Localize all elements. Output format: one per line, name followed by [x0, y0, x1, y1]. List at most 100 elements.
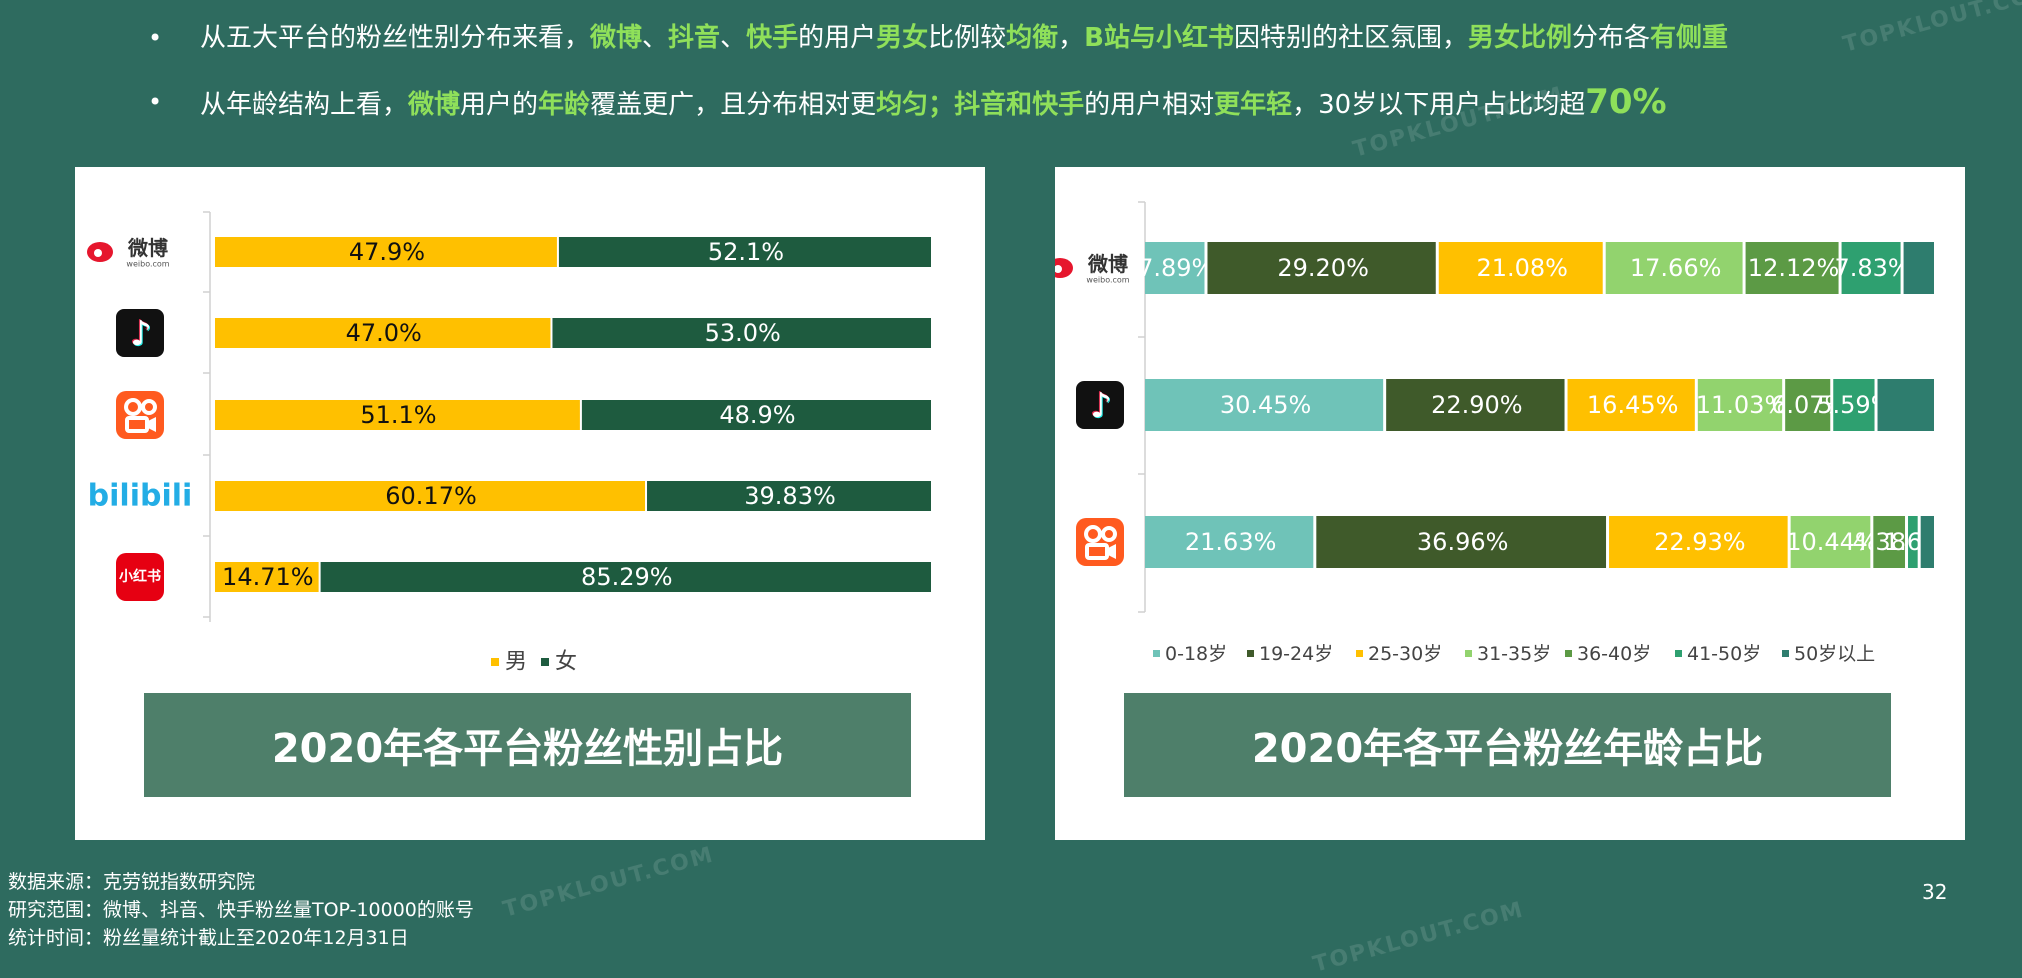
data-label: 53.0% [705, 319, 781, 347]
legend-label: 50岁以上 [1794, 643, 1875, 665]
bullet-text: 的用户相对 [1084, 90, 1215, 120]
douyin-glyph-red: ♪ [1089, 385, 1111, 425]
data-label: 39.83% [744, 482, 836, 510]
bar-bilibili-male [215, 481, 646, 511]
legend-marker [541, 658, 549, 666]
kuaishou-icon-circle-a [1084, 525, 1102, 543]
weibo-logo-text: 微博 [127, 236, 168, 260]
bar-kuaishou-age-6 [1920, 516, 1934, 568]
douyin-logo: ♪♪♪ [116, 309, 164, 357]
douyin-logo: ♪♪♪ [1076, 381, 1124, 429]
xiaohongshu-icon [116, 553, 164, 601]
data-label: 16.45% [1587, 391, 1679, 419]
bullet-text: 从年龄结构上看， [200, 90, 409, 120]
data-label: 11.03% [1696, 391, 1788, 419]
bar-douyin-age-6 [1877, 379, 1934, 431]
data-label: 1.6% [1884, 528, 1945, 556]
data-label: 47.9% [349, 238, 425, 266]
bar-kuaishou-age-3 [1790, 516, 1871, 568]
stat-time: 统计时间：粉丝量统计截止至2020年12月31日 [8, 927, 409, 949]
bar-kuaishou-male [215, 400, 580, 430]
bar-weibo-age-3 [1605, 242, 1743, 294]
legend-label: 男 [505, 650, 527, 675]
data-label: 7.83% [1834, 254, 1910, 282]
summary-bullet-2: 从年龄结构上看，微博用户的年龄覆盖更广，且分布相对更均匀；抖音和快手的用户相对更… [140, 82, 1940, 125]
bullet-text: ，30岁以下用户占比均超 [1292, 90, 1586, 120]
highlight-text: 男女比例 [1468, 23, 1573, 53]
bar-weibo-female [558, 237, 931, 267]
douyin-glyph: ♪ [130, 314, 152, 354]
bullet-text: 的用户 [798, 23, 877, 53]
data-label: 21.08% [1476, 254, 1568, 282]
bar-kuaishou-female [581, 400, 931, 430]
legend-label: 19-24岁 [1259, 643, 1333, 665]
highlight-text: 均匀；抖音和快手 [876, 90, 1085, 120]
data-label: 85.29% [581, 563, 673, 591]
bar-weibo-age-4 [1745, 242, 1839, 294]
bar-kuaishou-age-2 [1609, 516, 1788, 568]
bar-douyin-age-1 [1386, 379, 1565, 431]
douyin-icon [116, 309, 164, 357]
highlight-text: 70% [1585, 82, 1667, 122]
watermark: TOPKLOUT.COM [1310, 897, 1527, 978]
page-number: 32 [1922, 880, 1948, 904]
highlight-text: 微博 [590, 23, 643, 53]
bar-xiaohongshu-male [215, 562, 319, 592]
bullet-text: 比例较 [928, 23, 1007, 53]
bar-weibo-age-6 [1903, 242, 1934, 294]
footer-notes: 数据来源：克劳锐指数研究院 研究范围：微博、抖音、快手粉丝量TOP-10000的… [8, 868, 474, 952]
bar-douyin-age-0 [1145, 379, 1384, 431]
legend-label: 41-50岁 [1687, 643, 1761, 665]
highlight-text: 有侧重 [1650, 23, 1729, 53]
data-label: 48.9% [719, 401, 795, 429]
bar-weibo-male [215, 237, 557, 267]
kuaishou-logo [116, 391, 164, 439]
data-label: 60.17% [385, 482, 477, 510]
bar-weibo-age-5 [1841, 242, 1901, 294]
legend-label: 31-35岁 [1477, 643, 1551, 665]
data-label: 12.12% [1748, 254, 1840, 282]
bilibili-logo: bilibili [88, 479, 193, 514]
bar-douyin-age-4 [1785, 379, 1831, 431]
legend-label: 25-30岁 [1368, 643, 1442, 665]
weibo-logo-text: 微博 [1087, 252, 1128, 276]
highlight-text: 快手 [746, 23, 799, 53]
legend-marker [1153, 650, 1160, 657]
douyin-icon [1076, 381, 1124, 429]
legend-marker [1356, 650, 1363, 657]
highlight-text: 年龄 [538, 90, 591, 120]
data-label: 14.71% [222, 563, 314, 591]
xiaohongshu-logo-text: 小红书 [119, 568, 161, 585]
data-label: 47.0% [346, 319, 422, 347]
legend-marker [1565, 650, 1572, 657]
kuaishou-icon-circle-a [124, 398, 142, 416]
bar-kuaishou-age-0 [1145, 516, 1314, 568]
douyin-glyph-shadow: ♪ [1091, 387, 1113, 427]
weibo-icon-eye [94, 249, 102, 257]
legend-label: 女 [555, 650, 577, 675]
bullet-text: 、 [642, 23, 669, 53]
weibo-logo-sub: weibo.com [1086, 276, 1129, 285]
bar-kuaishou-age-4 [1873, 516, 1906, 568]
bar-bilibili-female [647, 481, 931, 511]
summary-bullets: 从五大平台的粉丝性别分布来看，微博、抖音、快手的用户男女比例较均衡，B站与小红书… [140, 18, 1940, 149]
xiaohongshu-logo: 小红书 [116, 553, 164, 601]
legend-marker [1675, 650, 1682, 657]
douyin-glyph-red: ♪ [129, 313, 151, 353]
data-label: 22.90% [1431, 391, 1523, 419]
data-label: 7.89% [1138, 254, 1214, 282]
highlight-text: 均衡 [1006, 23, 1059, 53]
kuaishou-icon-circle-b [141, 399, 157, 415]
data-label: 51.1% [360, 401, 436, 429]
age-chart-title: 2020年各平台粉丝年龄占比 [1124, 693, 1891, 797]
bar-douyin-female [552, 318, 931, 348]
gender-chart-title: 2020年各平台粉丝性别占比 [144, 693, 911, 797]
bar-weibo-age-2 [1438, 242, 1603, 294]
highlight-text: 男女 [876, 23, 929, 53]
bullet-text: 从五大平台的粉丝性别分布来看， [200, 23, 591, 53]
data-label: 52.1% [708, 238, 784, 266]
bilibili-logo-text: bilibili [88, 479, 193, 514]
